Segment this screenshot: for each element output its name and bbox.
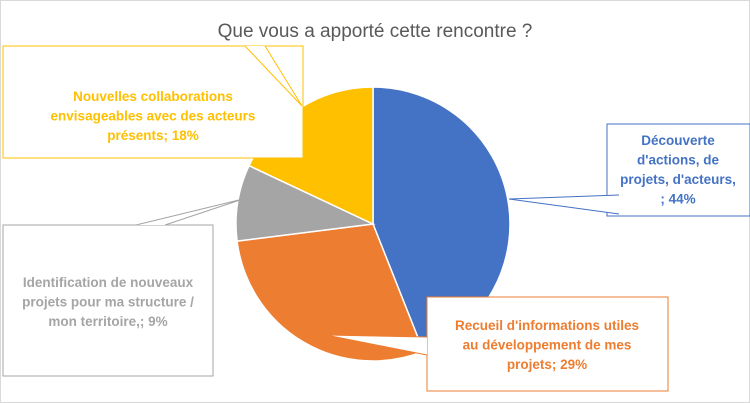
callout-2: Identification de nouveaux projets pour m…	[2, 198, 244, 377]
slice-label-0-line-3: ; 44%	[660, 192, 695, 207]
slice-label-1-line-2: projets; 29%	[507, 357, 587, 372]
pie-slice-1	[236, 223, 425, 362]
slice-label-2-line-2: mon territoire,; 9%	[48, 314, 167, 329]
callout-box-3	[2, 45, 304, 159]
slice-label-3-line-1: envisageables avec des acteurs	[51, 109, 256, 124]
callout-box-2	[2, 224, 214, 377]
callout-tail-0	[509, 195, 619, 214]
slice-label-1-line-0: Recueil d'informations utiles	[455, 318, 639, 333]
callout-1: Recueil d'informations utiles au développ…	[325, 296, 669, 392]
callout-tail-line-2	[135, 198, 244, 226]
callout-0: Découverte d'actions, de projets, d'acteur…	[508, 123, 750, 217]
callout-tail-line-3	[244, 45, 303, 107]
callout-tail-line-0	[508, 194, 620, 215]
slice-label-3-line-2: présents; 18%	[107, 128, 199, 143]
callout-tail-line-1	[325, 334, 428, 356]
slice-label-1-line-1: au développement de mes	[463, 338, 632, 353]
callout-box-0	[606, 123, 750, 217]
slice-label-3-line-0: Nouvelles collaborations	[73, 89, 233, 104]
callout-box-1	[426, 296, 669, 392]
slice-label-2-line-0: Identification de nouveaux	[23, 275, 194, 290]
pie-slices	[235, 86, 511, 362]
slice-label-2-line-1: projets pour ma structure /	[22, 295, 194, 310]
slice-label-0-line-1: d'actions, de	[637, 153, 719, 168]
callout-3: Nouvelles collaborations envisageables av…	[2, 45, 304, 159]
pie-callouts: Découverte d'actions, de projets, d'acteur…	[2, 45, 750, 392]
chart-title: Que vous a apporté cette rencontre ?	[218, 21, 533, 42]
slice-label-0-line-0: Découverte	[641, 133, 715, 148]
slice-label-0-line-2: projets, d'acteurs,	[620, 172, 736, 187]
